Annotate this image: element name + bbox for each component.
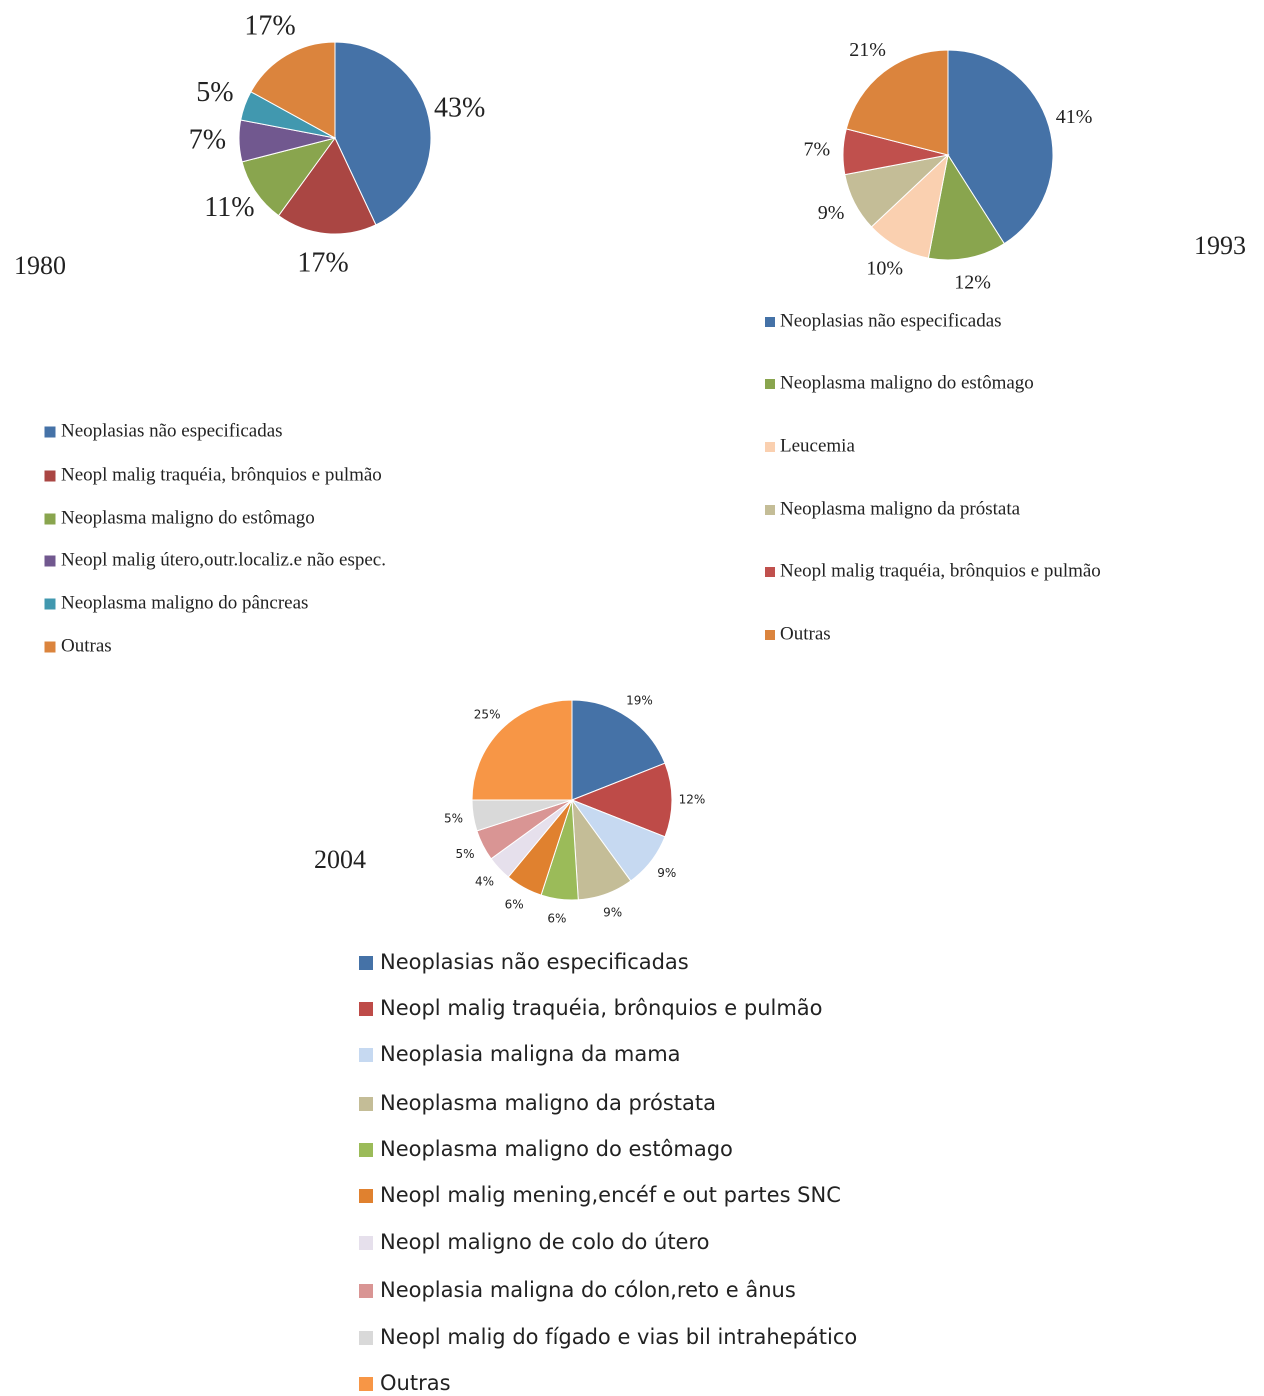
data-label: 4% bbox=[475, 875, 494, 889]
data-label: 7% bbox=[189, 124, 226, 155]
pie-slice bbox=[334, 41, 432, 226]
legend-label: Neopl maligno de colo do útero bbox=[380, 1230, 710, 1254]
legend-label: Neoplasma maligno do pâncreas bbox=[61, 592, 308, 613]
legend-swatch bbox=[765, 630, 775, 640]
data-label: 7% bbox=[803, 138, 830, 160]
data-label: 6% bbox=[547, 912, 566, 926]
data-label: 5% bbox=[456, 847, 475, 861]
legend-label: Neoplasma maligno do estômago bbox=[780, 372, 1034, 393]
legend-label: Outras bbox=[61, 635, 112, 656]
data-label: 12% bbox=[954, 272, 991, 294]
legend-swatch bbox=[359, 1143, 373, 1157]
legend-label: Neopl malig do fígado e vias bil intrahe… bbox=[380, 1325, 857, 1349]
legend-swatch bbox=[44, 426, 56, 438]
legend-swatch bbox=[359, 1284, 373, 1298]
legend-swatch bbox=[765, 379, 775, 389]
legend-swatch bbox=[359, 1331, 373, 1345]
legend-label: Neoplasia maligna da mama bbox=[380, 1042, 681, 1066]
data-label: 17% bbox=[297, 248, 348, 279]
legend-label: Neoplasma maligno da próstata bbox=[780, 498, 1021, 519]
legend-label: Neoplasma maligno do estômago bbox=[380, 1137, 733, 1161]
pie-slice bbox=[570, 762, 673, 838]
data-label: 11% bbox=[204, 192, 254, 223]
data-label: 43% bbox=[434, 93, 485, 124]
legend-label: Neopl malig útero,outr.localiz.e não esp… bbox=[61, 549, 386, 570]
legend-label: Neopl malig traquéia, brônquios e pulmão bbox=[380, 996, 823, 1020]
data-label: 17% bbox=[244, 11, 295, 42]
legend-label: Leucemia bbox=[780, 435, 855, 456]
legend-label: Neopl malig mening,encéf e out partes SN… bbox=[380, 1183, 841, 1207]
data-label: 19% bbox=[626, 693, 653, 707]
legend-swatch bbox=[765, 567, 775, 577]
data-label: 9% bbox=[657, 866, 676, 880]
pie-slice bbox=[471, 699, 573, 801]
legend-swatch bbox=[44, 641, 56, 653]
pie-slice bbox=[241, 137, 337, 217]
legend-label: Neoplasias não especificadas bbox=[780, 310, 1002, 331]
pie-slice bbox=[947, 49, 1054, 245]
legend-swatch bbox=[44, 555, 56, 567]
chart-title: 1993 bbox=[1194, 231, 1246, 260]
legend-label: Neoplasma maligno do estômago bbox=[61, 507, 315, 528]
legend-label: Outras bbox=[380, 1371, 451, 1395]
data-label: 12% bbox=[679, 793, 706, 807]
legend-label: Outras bbox=[780, 623, 831, 644]
legend-swatch bbox=[359, 956, 373, 970]
legend-swatch bbox=[44, 598, 56, 610]
data-label: 10% bbox=[866, 258, 903, 280]
legend-swatch bbox=[44, 513, 56, 525]
legend-label: Neoplasma maligno da próstata bbox=[380, 1091, 716, 1115]
legend-swatch bbox=[359, 1377, 373, 1391]
legend-swatch bbox=[359, 1048, 373, 1062]
legend-label: Neopl malig traquéia, brônquios e pulmão bbox=[780, 560, 1101, 581]
legend-swatch bbox=[359, 1002, 373, 1016]
legend-swatch bbox=[359, 1097, 373, 1111]
legend-swatch bbox=[765, 442, 775, 452]
legend-swatch bbox=[359, 1236, 373, 1250]
legend-label: Neoplasias não especificadas bbox=[380, 950, 689, 974]
pie-slice bbox=[277, 137, 377, 235]
legend-label: Neoplasia maligna do cólon,reto e ânus bbox=[380, 1278, 796, 1302]
data-label: 6% bbox=[505, 898, 524, 912]
legend-label: Neoplasias não especificadas bbox=[61, 420, 283, 441]
pie-slice bbox=[250, 41, 336, 139]
legend-swatch bbox=[765, 505, 775, 515]
legend-swatch bbox=[765, 317, 775, 327]
pie-slice bbox=[571, 699, 666, 801]
data-label: 41% bbox=[1056, 106, 1093, 128]
legend-label: Neopl malig traquéia, brônquios e pulmão bbox=[61, 464, 382, 485]
pie-slice bbox=[845, 49, 949, 156]
data-label: 5% bbox=[196, 77, 233, 108]
legend-swatch bbox=[44, 470, 56, 482]
data-label: 5% bbox=[444, 811, 463, 825]
data-label: 9% bbox=[603, 905, 622, 919]
pie-slice bbox=[927, 153, 1005, 261]
chart-title: 2004 bbox=[314, 845, 366, 874]
data-label: 25% bbox=[474, 708, 501, 722]
legend-swatch bbox=[359, 1189, 373, 1203]
data-label: 9% bbox=[818, 202, 845, 224]
chart-title: 1980 bbox=[14, 251, 66, 280]
data-label: 21% bbox=[849, 39, 886, 61]
